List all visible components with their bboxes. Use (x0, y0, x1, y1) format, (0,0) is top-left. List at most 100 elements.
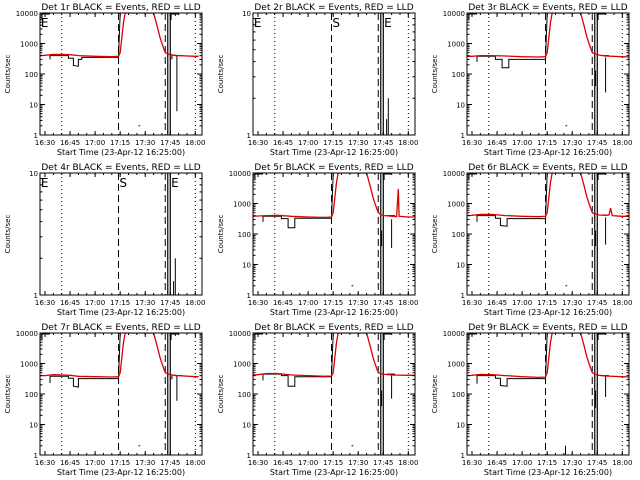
plot-frame (39, 12, 203, 136)
x-tick-label: 16:30 (35, 459, 55, 467)
end-bracket (597, 13, 607, 20)
x-tick-label: 16:45 (487, 459, 507, 467)
plot-frame (252, 172, 416, 296)
plot-frame (252, 12, 416, 136)
x-tick-label: 17:00 (512, 139, 532, 147)
plot-area: E (40, 13, 199, 135)
x-tick-label: 16:45 (273, 299, 293, 307)
x-tick-label: 18:00 (398, 459, 418, 467)
panel-title: Det 9r BLACK = Events, RED = LLD (468, 323, 627, 333)
x-tick-label: 16:30 (462, 139, 482, 147)
plot-area (253, 173, 415, 295)
plot-area (467, 13, 629, 135)
lld-series-line (253, 333, 415, 377)
plot-frame (252, 332, 416, 456)
y-tick-label: 10 (242, 422, 251, 430)
y-tick-label: 100 (25, 391, 38, 399)
y-tick-label: 10 (242, 262, 251, 270)
x-tick-label: 17:45 (373, 459, 393, 467)
y-tick-label: 10 (242, 10, 251, 18)
panel-title: Det 4r BLACK = Events, RED = LLD (41, 163, 200, 173)
marker-label: E (171, 176, 179, 190)
x-tick-label: 17:15 (537, 459, 557, 467)
events-series-line (49, 333, 124, 388)
marker-label: E (254, 16, 262, 30)
events-series-segment (170, 333, 176, 336)
plot-area (467, 333, 629, 455)
y-axis-label: Counts/sec (217, 375, 225, 414)
y-tick-label: 1 (247, 132, 251, 140)
x-tick-label: 17:00 (85, 459, 105, 467)
y-tick-label: 10 (29, 422, 38, 430)
x-tick-label: 16:30 (462, 459, 482, 467)
plot-area (40, 333, 199, 455)
y-axis-label: Counts/sec (217, 215, 225, 254)
x-axis-label: Start Time (23-Apr-12 16:25:00) (270, 468, 398, 477)
start-bracket (468, 13, 477, 20)
y-tick-label: 1 (247, 452, 251, 460)
x-axis-label: Start Time (23-Apr-12 16:25:00) (484, 468, 612, 477)
events-series-segment (170, 13, 176, 16)
end-bracket (597, 173, 607, 180)
y-tick-label: 1000 (447, 361, 465, 369)
x-tick-label: 16:30 (248, 299, 268, 307)
start-bracket (41, 333, 50, 340)
events-series-line (476, 333, 551, 387)
x-tick-label: 16:30 (248, 459, 268, 467)
y-tick-label: 100 (452, 71, 465, 79)
x-tick-label: 16:45 (60, 459, 80, 467)
x-tick-label: 17:00 (298, 139, 318, 147)
y-tick-label: 10 (456, 262, 465, 270)
x-tick-label: 16:45 (487, 139, 507, 147)
y-tick-label: 1 (34, 132, 38, 140)
y-tick-label: 1 (461, 292, 465, 300)
panel-2: E S E Det 2r BLACK = Events, RED = LLD Count… (217, 3, 418, 157)
x-tick-label: 18:00 (185, 299, 205, 307)
y-axis-label: Counts/sec (4, 55, 12, 94)
y-tick-label: 100 (452, 391, 465, 399)
y-tick-label: 10 (29, 102, 38, 110)
y-axis-label: Counts/sec (217, 55, 225, 94)
x-tick-label: 16:45 (273, 139, 293, 147)
lld-series-line (467, 173, 629, 218)
y-tick-label: 10000 (16, 330, 38, 338)
lld-series-line (40, 333, 199, 378)
y-tick-label: 1 (34, 292, 38, 300)
panel-4: E S E Det 4r BLACK = Events, RED = LLD Count… (4, 163, 205, 317)
x-tick-label: 17:45 (160, 139, 180, 147)
x-tick-label: 18:00 (185, 139, 205, 147)
x-tick-label: 17:15 (537, 299, 557, 307)
marker-label: E (41, 176, 49, 190)
x-axis-label: Start Time (23-Apr-12 16:25:00) (484, 308, 612, 317)
x-tick-label: 17:15 (110, 299, 130, 307)
y-tick-label: 100 (25, 71, 38, 79)
marker-label: E (384, 16, 392, 30)
y-tick-label: 100 (452, 231, 465, 239)
x-tick-label: 17:30 (135, 299, 155, 307)
y-axis-label: Counts/sec (431, 215, 439, 254)
y-tick-label: 1 (461, 452, 465, 460)
x-tick-label: 16:30 (248, 139, 268, 147)
x-tick-label: 17:00 (85, 299, 105, 307)
lld-series-line (40, 13, 199, 58)
x-tick-label: 17:45 (587, 139, 607, 147)
x-tick-label: 16:45 (60, 139, 80, 147)
end-bracket (170, 13, 180, 20)
y-tick-label: 1000 (20, 361, 38, 369)
panel-9: Det 9r BLACK = Events, RED = LLD Counts/s… (431, 323, 632, 477)
end-bracket (597, 333, 607, 340)
y-tick-label: 10000 (443, 170, 465, 178)
panel-7: Det 7r BLACK = Events, RED = LLD Counts/s… (4, 323, 205, 477)
x-tick-label: 17:30 (562, 299, 582, 307)
plot-area (467, 173, 629, 295)
start-bracket (254, 173, 263, 180)
x-tick-label: 16:45 (273, 459, 293, 467)
x-tick-label: 17:15 (110, 459, 130, 467)
panel-title: Det 1r BLACK = Events, RED = LLD (41, 3, 200, 13)
x-tick-label: 17:15 (323, 139, 343, 147)
x-tick-label: 17:45 (160, 459, 180, 467)
y-tick-label: 1000 (233, 201, 251, 209)
y-tick-label: 100 (238, 391, 251, 399)
